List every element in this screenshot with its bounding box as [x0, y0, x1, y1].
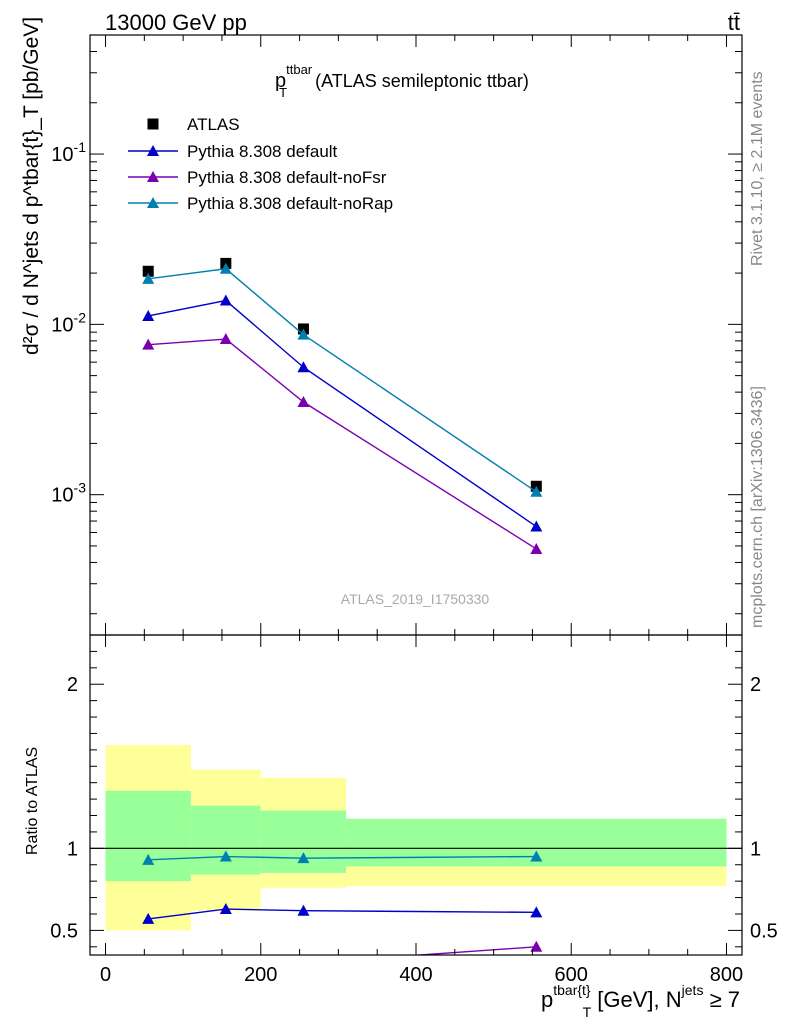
ratio-y-tick-label: 1	[67, 838, 78, 860]
plot-frames: 0 200 400 600 800 10-3 10-2 10-1 0.5 0.5 1 1 2 2	[50, 34, 778, 986]
ratio-y-tick-label-right: 1	[750, 838, 761, 860]
ratio-series-pythia-8-308-default	[142, 903, 543, 924]
series-pythia-8-308-default-norap	[142, 262, 543, 497]
main-title-sup: ttbar	[286, 62, 313, 77]
y-tick-label: 10-3	[51, 480, 86, 507]
ratio-line	[148, 908, 537, 920]
ratio-y-tick-label: 2	[67, 674, 78, 696]
legend-label: ATLAS	[187, 115, 240, 134]
ratio-y-tick-label: 0.5	[50, 920, 78, 942]
y-tick-label: 10-1	[51, 139, 86, 166]
ratio-line	[148, 855, 537, 861]
main-title: pttbar T (ATLAS semileptonic ttbar)	[275, 62, 529, 100]
analysis-watermark: ATLAS_2019_I1750330	[341, 591, 490, 607]
x-label-base: p	[541, 987, 553, 1012]
ratio-panel	[142, 850, 543, 955]
series-line	[148, 268, 537, 493]
x-tick-label: 400	[399, 964, 432, 986]
ratio-point	[219, 903, 232, 915]
legend-marker	[147, 197, 159, 208]
data-point	[219, 294, 232, 306]
ratio-uncertainty-bands	[90, 744, 742, 931]
ratio-band-inner	[190, 805, 261, 875]
main-y-label: d²σ / d N^jets d p^tbar{t}_T [pb/GeV]	[20, 17, 43, 355]
ratio-band-inner	[105, 790, 191, 882]
y-tick-label: 10-2	[51, 309, 86, 336]
x-tick-label: 600	[555, 964, 588, 986]
header-left: 13000 GeV pp	[105, 10, 247, 35]
data-point	[219, 262, 232, 274]
ratio-y-tick-label-right: 2	[750, 674, 761, 696]
legend-entry: Pythia 8.308 default-noFsr	[128, 168, 387, 187]
ratio-series-pythia-8-308-default-nofsr	[409, 940, 543, 955]
data-point	[142, 265, 154, 277]
ratio-point	[297, 852, 310, 864]
legend-entry: Pythia 8.308 default	[128, 142, 338, 161]
data-point	[142, 338, 155, 350]
series-pythia-8-308-default	[142, 294, 543, 532]
header-right: tt̄	[728, 10, 740, 35]
main-title-sub: T	[279, 85, 287, 100]
legend-marker	[147, 118, 159, 130]
data-point	[297, 361, 310, 373]
x-label-mid: [GeV], N	[591, 987, 681, 1012]
legend-marker	[147, 171, 159, 182]
legend-marker	[147, 145, 159, 156]
ratio-point	[530, 906, 543, 918]
data-point	[219, 333, 232, 345]
data-point	[530, 542, 543, 554]
series-pythia-8-308-default-nofsr	[142, 333, 543, 554]
rivet-label: Rivet 3.1.10, ≥ 2.1M events	[749, 71, 766, 266]
ratio-band-inner	[260, 810, 347, 873]
x-label-sup1: tbar{t}	[553, 982, 591, 998]
legend-label: Pythia 8.308 default-noFsr	[187, 168, 387, 187]
main-title-p: p	[275, 70, 286, 92]
data-point	[297, 328, 310, 340]
mcplots-label: mcplots.cern.ch [arXiv:1306.3436]	[749, 386, 766, 628]
x-label-sub: T	[583, 1004, 592, 1020]
ratio-point	[142, 853, 155, 865]
data-point	[530, 520, 543, 532]
series-line	[148, 338, 537, 550]
main-title-rest: (ATLAS semileptonic ttbar)	[310, 71, 529, 91]
x-axis-label: ptbar{t} T [GeV], Njets ≥ 7	[541, 982, 740, 1020]
data-point	[297, 396, 310, 408]
ratio-y-label: Ratio to ATLAS	[24, 747, 41, 855]
legend-entry: ATLAS	[147, 115, 240, 134]
data-point	[142, 309, 155, 321]
x-label-tail: ≥ 7	[703, 987, 740, 1012]
x-tick-label: 0	[100, 964, 111, 986]
series-atlas	[142, 257, 542, 492]
ratio-point	[530, 940, 543, 952]
x-label-sup2: jets	[681, 982, 704, 998]
series-line	[148, 299, 537, 528]
ratio-point	[297, 904, 310, 916]
ratio-y-tick-label-right: 0.5	[750, 920, 778, 942]
ratio-point	[219, 850, 232, 862]
legend-label: Pythia 8.308 default-noRap	[187, 194, 393, 213]
legend-label: Pythia 8.308 default	[187, 142, 338, 161]
x-tick-label: 200	[244, 964, 277, 986]
legend: ATLAS Pythia 8.308 default Pythia 8.308 de…	[128, 115, 393, 213]
data-point	[530, 485, 543, 497]
legend-entry: Pythia 8.308 default-noRap	[128, 194, 393, 213]
x-tick-label: 800	[710, 964, 743, 986]
ratio-point	[142, 912, 155, 924]
main-panel	[142, 257, 543, 554]
ratio-series-pythia-8-308-default-norap	[142, 850, 543, 865]
ratio-point	[530, 850, 543, 862]
data-point	[142, 272, 155, 284]
